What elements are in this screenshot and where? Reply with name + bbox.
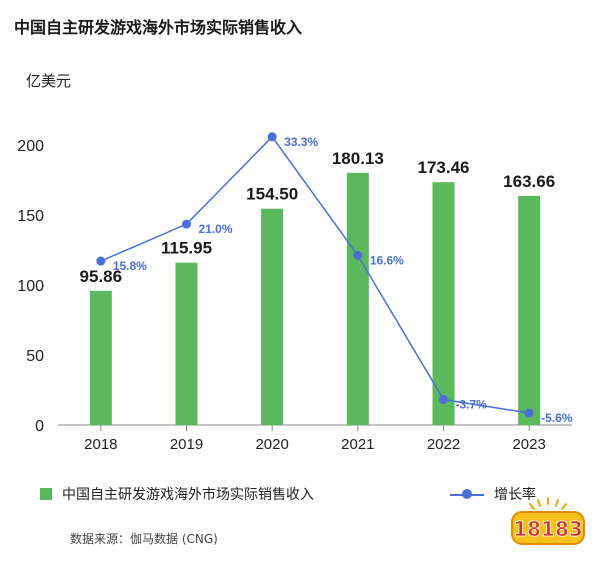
bar-value-label: 163.66 <box>503 172 555 191</box>
growth-rate-label: 21.0% <box>199 222 233 236</box>
bar-value-label: 180.13 <box>332 149 384 168</box>
y-tick-label: 0 <box>35 418 44 435</box>
site-logo: 18183 <box>511 497 585 545</box>
bar <box>89 290 112 425</box>
bar-value-label: 115.95 <box>161 239 212 258</box>
x-tick-label: 2019 <box>170 436 203 453</box>
legend-item-revenue: 中国自主研发游戏海外市场实际销售收入 <box>40 484 314 504</box>
growth-rate-label: -3.7% <box>456 398 488 412</box>
source-note: 数据来源：伽马数据 (CNG) <box>70 532 218 546</box>
logo-text: 18183 <box>513 517 583 541</box>
bar <box>175 262 198 425</box>
logo-rays <box>529 497 567 510</box>
growth-rate-line <box>100 135 530 414</box>
legend-item-growth: 增长率 <box>450 484 536 504</box>
growth-rate-point <box>353 250 363 260</box>
y-tick-label: 150 <box>17 208 44 225</box>
growth-rate-point <box>524 408 534 418</box>
growth-rate-point <box>267 132 277 142</box>
y-tick-label: 100 <box>17 278 44 295</box>
growth-rate-point <box>182 219 191 229</box>
legend-line-label: 增长率 <box>494 487 536 503</box>
growth-rate-point <box>96 256 106 266</box>
growth-rate-label: 16.6% <box>370 253 404 267</box>
growth-rate-label: 33.3% <box>284 135 318 149</box>
bar <box>346 172 369 425</box>
logo-badge <box>511 511 585 545</box>
growth-rate-point <box>439 395 448 405</box>
bar <box>432 182 455 425</box>
x-tick-label: 2018 <box>84 436 117 453</box>
x-tick-label: 2021 <box>341 436 374 453</box>
bar <box>518 195 541 425</box>
growth-rate-label: 15.8% <box>113 259 147 273</box>
bar <box>261 208 284 425</box>
y-tick-label: 50 <box>26 348 44 365</box>
x-tick-label: 2023 <box>512 436 545 453</box>
growth-rate-label: -5.6% <box>541 411 573 425</box>
legend-line-swatch <box>450 488 484 500</box>
legend-bar-swatch <box>40 488 52 500</box>
chart-title: 中国自主研发游戏海外市场实际销售收入 <box>14 18 303 37</box>
legend-bar-label: 中国自主研发游戏海外市场实际销售收入 <box>62 487 314 503</box>
y-tick-label: 200 <box>17 138 44 155</box>
bar-value-label: 173.46 <box>418 158 470 177</box>
y-axis-unit: 亿美元 <box>26 72 72 90</box>
x-tick-label: 2020 <box>255 436 288 453</box>
bar-value-label: 154.50 <box>246 185 298 204</box>
bar-value-label: 95.86 <box>80 267 123 286</box>
legend: 中国自主研发游戏海外市场实际销售收入 增长率 <box>40 484 536 504</box>
x-tick-label: 2022 <box>427 436 460 453</box>
